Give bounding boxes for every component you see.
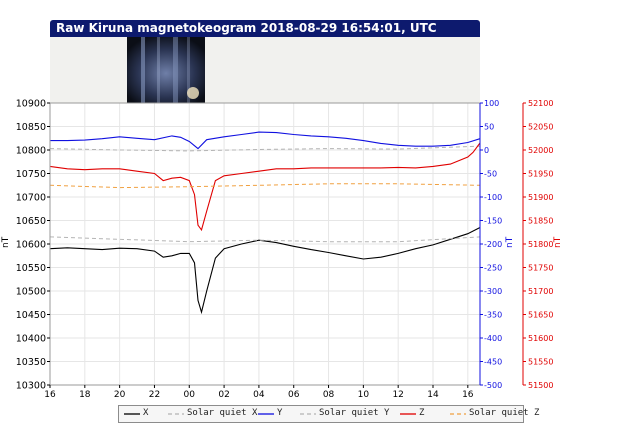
middle-axis-tick-label: -150	[484, 217, 502, 226]
x-axis-tick-label: 16	[462, 390, 474, 400]
left-axis-tick-label: 10800	[16, 146, 46, 157]
x-axis-tick-label: 22	[149, 390, 160, 400]
right-axis-tick-label: 51900	[528, 193, 553, 202]
x-axis-tick-label: 12	[392, 390, 403, 400]
right-axis-tick-label: 51600	[528, 334, 553, 343]
right-axis-tick-label: 51500	[528, 381, 553, 390]
x-axis-tick-label: 04	[253, 390, 265, 400]
x-axis-tick-label: 14	[427, 390, 439, 400]
left-axis-tick-label: 10300	[16, 381, 46, 392]
left-axis-tick-label: 10600	[16, 240, 46, 251]
legend-label: Z	[419, 408, 425, 418]
right-axis-tick-label: 51750	[528, 264, 553, 273]
middle-axis-tick-label: 50	[484, 123, 494, 132]
middle-axis-tick-label: -100	[484, 193, 502, 202]
middle-axis-tick-label: 100	[484, 99, 499, 108]
x-axis-tick-label: 02	[218, 390, 229, 400]
middle-axis-tick-label: -250	[484, 264, 502, 273]
left-axis-label: nT	[1, 236, 11, 248]
middle-axis-tick-label: -500	[484, 381, 502, 390]
left-axis-tick-label: 10550	[16, 263, 46, 274]
series-x	[49, 227, 481, 315]
right-axis-tick-label: 52000	[528, 146, 553, 155]
middle-axis-tick-label: -350	[484, 311, 502, 320]
x-axis-tick-label: 20	[114, 390, 126, 400]
legend-label: X	[143, 408, 149, 418]
allsky-camera-image	[127, 37, 205, 103]
left-axis-tick-label: 10500	[16, 287, 46, 298]
middle-axis-tick-label: -300	[484, 287, 502, 296]
right-axis-tick-label: 51850	[528, 217, 553, 226]
left-axis-tick-label: 10750	[16, 169, 46, 180]
x-axis-tick-label: 08	[323, 390, 335, 400]
left-axis-tick-label: 10450	[16, 310, 46, 321]
series-z	[49, 142, 481, 232]
right-axis-tick-label: 52050	[528, 123, 553, 132]
x-axis-tick-label: 06	[288, 390, 300, 400]
x-axis-tick-label: 10	[358, 390, 370, 400]
right-axis-tick-label: 51650	[528, 311, 553, 320]
legend-label: Solar quiet X	[187, 408, 258, 418]
chart-title: Raw Kiruna magnetokeogram 2018-08-29 16:…	[56, 21, 437, 35]
right-axis-tick-label: 52100	[528, 99, 553, 108]
middle-axis-tick-label: -450	[484, 358, 502, 367]
middle-axis-tick-label: -400	[484, 334, 502, 343]
left-axis-tick-label: 10900	[16, 99, 46, 110]
left-axis-tick-label: 10700	[16, 193, 46, 204]
middle-axis-tick-label: -50	[484, 170, 497, 179]
legend-label: Solar quiet Y	[319, 408, 390, 418]
middle-axis-tick-label: 0	[484, 146, 489, 155]
x-axis-tick-label: 16	[44, 390, 56, 400]
x-axis-tick-label: 18	[79, 390, 91, 400]
chart-title-bar: Raw Kiruna magnetokeogram 2018-08-29 16:…	[50, 20, 480, 37]
right-axis-tick-label: 51950	[528, 170, 553, 179]
left-axis-tick-label: 10350	[16, 357, 46, 368]
left-axis-tick-label: 10400	[16, 334, 46, 345]
legend-label: Y	[277, 408, 283, 418]
left-axis-tick-label: 10850	[16, 122, 46, 133]
chart-legend: X Solar quiet X Y Solar quiet Y Z Solar quiet…	[118, 405, 539, 423]
legend-label: Solar quiet Z	[469, 408, 540, 418]
series-y	[50, 131, 481, 150]
right-axis-tick-label: 51550	[528, 358, 553, 367]
x-axis-tick-label: 00	[184, 390, 196, 400]
header-panel	[50, 37, 480, 103]
middle-axis-tick-label: -200	[484, 240, 502, 249]
left-axis-tick-label: 10650	[16, 216, 46, 227]
right-axis-tick-label: 51700	[528, 287, 553, 296]
right-axis-label: nT	[553, 236, 563, 248]
right-axis-tick-label: 51800	[528, 240, 553, 249]
middle-axis-label: nT	[505, 236, 515, 248]
